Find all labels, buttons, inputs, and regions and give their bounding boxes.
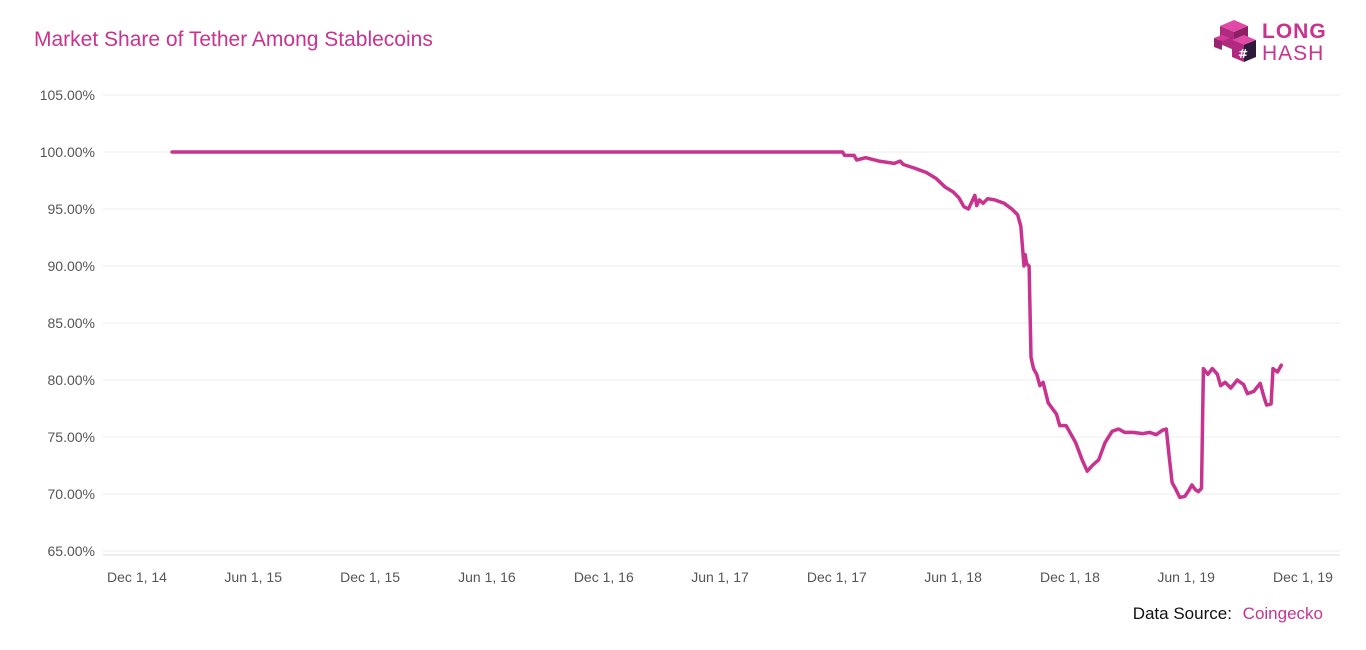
series-group bbox=[170, 150, 1284, 500]
logo-word-long: LONG bbox=[1262, 20, 1327, 43]
x-tick-label: Dec 1, 17 bbox=[807, 569, 867, 585]
y-tick-label: 85.00% bbox=[48, 315, 95, 331]
x-tick-label: Jun 1, 18 bbox=[924, 569, 982, 585]
y-tick-label: 75.00% bbox=[48, 429, 95, 445]
grid-lines bbox=[103, 94, 1340, 556]
x-tick-label: Jun 1, 15 bbox=[224, 569, 282, 585]
line-chart: 105.00% 100.00% 95.00% 90.00% 85.00% 80.00% 75… bbox=[40, 87, 1340, 585]
y-tick-label: 100.00% bbox=[40, 144, 95, 160]
svg-text:#: # bbox=[1238, 47, 1248, 61]
y-axis-ticks: 105.00% 100.00% 95.00% 90.00% 85.00% 80.00% 75… bbox=[40, 87, 95, 559]
y-tick-label: 80.00% bbox=[48, 372, 95, 388]
series-line-0 bbox=[170, 150, 1284, 500]
x-tick-label: Dec 1, 18 bbox=[1040, 569, 1100, 585]
data-source-label: Data Source: bbox=[1132, 604, 1232, 623]
x-axis-ticks: Dec 1, 14 Jun 1, 15 Dec 1, 15 Jun 1, 16 Dec … bbox=[107, 569, 1333, 585]
x-tick-label: Jun 1, 19 bbox=[1157, 569, 1215, 585]
logo-word-hash: HASH bbox=[1262, 42, 1325, 65]
data-source: Data Source: Coingecko bbox=[1133, 604, 1323, 624]
y-tick-label: 95.00% bbox=[48, 201, 95, 217]
x-tick-label: Dec 1, 15 bbox=[340, 569, 400, 585]
y-tick-label: 90.00% bbox=[48, 258, 95, 274]
y-tick-label: 105.00% bbox=[40, 87, 95, 103]
y-tick-label: 65.00% bbox=[48, 543, 95, 559]
x-tick-label: Dec 1, 16 bbox=[574, 569, 634, 585]
x-tick-label: Jun 1, 16 bbox=[458, 569, 516, 585]
x-tick-label: Dec 1, 14 bbox=[107, 569, 167, 585]
y-tick-label: 70.00% bbox=[48, 486, 95, 502]
data-source-value: Coingecko bbox=[1242, 604, 1323, 623]
cube-logo-icon: # bbox=[1214, 20, 1256, 62]
brand-logo: # LONG HASH bbox=[1212, 18, 1342, 74]
page-title: Market Share of Tether Among Stablecoins bbox=[34, 28, 433, 51]
x-tick-label: Jun 1, 17 bbox=[691, 569, 749, 585]
x-tick-label: Dec 1, 19 bbox=[1273, 569, 1333, 585]
